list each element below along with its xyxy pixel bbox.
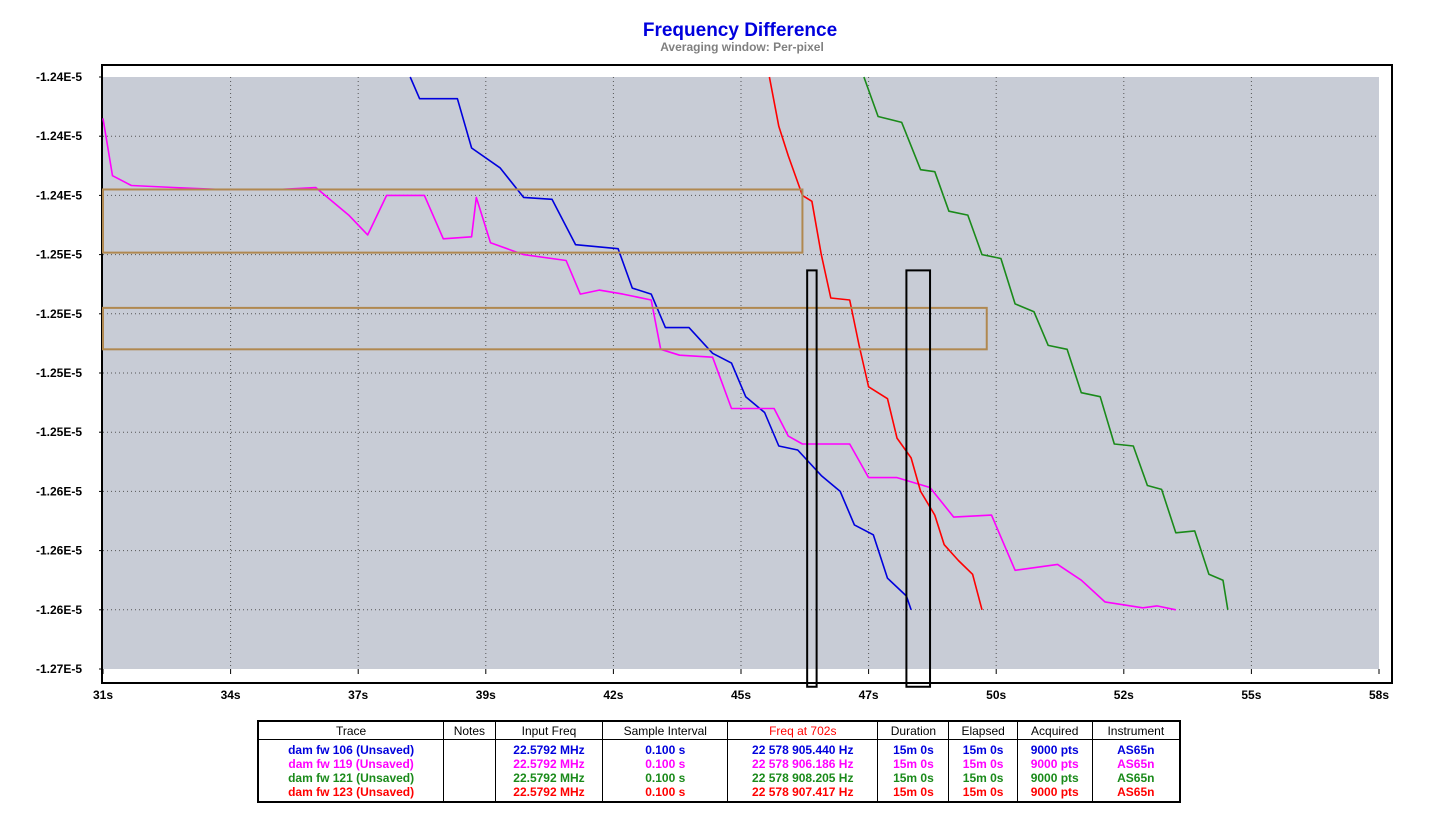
legend-cell: 22.5792 MHz <box>494 771 604 785</box>
legend-cell: AS65n <box>1091 757 1181 771</box>
trace-legend-table: Trace Notes Input Freq Sample Interval Freq … <box>257 720 1181 803</box>
legend-cell <box>443 739 496 757</box>
x-tick-label: 39s <box>476 688 496 702</box>
legend-cell: 22 578 906.186 Hz <box>727 757 879 771</box>
legend-cell: AS65n <box>1091 785 1181 802</box>
legend-row: dam fw 106 (Unsaved) 22.5792 MHz 0.100 s 22… <box>257 739 1181 757</box>
legend-cell: 15m 0s <box>877 757 950 771</box>
legend-cell <box>443 785 496 802</box>
frequency-difference-chart: Frequency Difference Averaging window: P… <box>36 20 1393 702</box>
legend-cell: 0.100 s <box>602 785 729 802</box>
legend-body: dam fw 106 (Unsaved) 22.5792 MHz 0.100 s 22… <box>257 739 1181 802</box>
y-tick-label: -1.27E-5 <box>36 662 82 676</box>
series-line-1 <box>409 76 912 611</box>
legend-cell: 22 578 905.440 Hz <box>727 739 879 757</box>
y-tick-label: -1.26E-5 <box>36 544 82 558</box>
legend-cell: 15m 0s <box>948 739 1018 757</box>
legend-cell: 15m 0s <box>948 785 1018 802</box>
y-tick-label: -1.24E-5 <box>36 70 82 84</box>
legend-cell: dam fw 121 (Unsaved) <box>257 771 445 785</box>
legend-header-row: Trace Notes Input Freq Sample Interval Freq … <box>257 720 1181 740</box>
legend-cell: 9000 pts <box>1016 771 1093 785</box>
y-axis: -1.24E-5 -1.24E-5 -1.24E-5 -1.25E-5 -1.25E-5… <box>36 70 103 676</box>
legend-cell: 15m 0s <box>948 757 1018 771</box>
x-tick-label: 50s <box>986 688 1006 702</box>
y-tick-label: -1.25E-5 <box>36 425 82 439</box>
legend-header-cell: Input Freq <box>494 720 604 740</box>
legend-cell: dam fw 123 (Unsaved) <box>257 785 445 802</box>
legend-cell: 15m 0s <box>948 771 1018 785</box>
legend-header-cell: Trace <box>257 720 445 740</box>
chart-title: Frequency Difference <box>643 20 837 41</box>
x-tick-label: 55s <box>1241 688 1261 702</box>
legend-cell <box>443 771 496 785</box>
legend-cell: 22 578 907.417 Hz <box>727 785 879 802</box>
annotation-box-3 <box>806 269 818 688</box>
legend-cell <box>443 757 496 771</box>
annotations <box>102 188 988 688</box>
x-tick-label: 37s <box>348 688 368 702</box>
legend-header-cell: Duration <box>877 720 950 740</box>
grid <box>103 77 1379 669</box>
y-tick-label: -1.25E-5 <box>36 366 82 380</box>
x-tick-label: 31s <box>93 688 113 702</box>
legend-header-cell: Acquired <box>1016 720 1093 740</box>
legend-cell: 22.5792 MHz <box>494 739 604 757</box>
legend-header-cell: Elapsed <box>948 720 1018 740</box>
legend-cell: 22 578 908.205 Hz <box>727 771 879 785</box>
legend-cell: 9000 pts <box>1016 757 1093 771</box>
legend-row: dam fw 119 (Unsaved) 22.5792 MHz 0.100 s 22… <box>257 757 1181 771</box>
annotation-box-2 <box>102 306 988 351</box>
x-tick-label: 58s <box>1369 688 1389 702</box>
x-axis: 31s 34s 37s 39s 42s 45s 47s 50s 52s 55s 58s <box>93 669 1389 702</box>
legend-cell: 22.5792 MHz <box>494 757 604 771</box>
legend-cell: 0.100 s <box>602 739 729 757</box>
legend-header-cell: Sample Interval <box>602 720 729 740</box>
y-tick-label: -1.26E-5 <box>36 603 82 617</box>
annotation-box-4 <box>905 269 932 688</box>
x-tick-label: 34s <box>221 688 241 702</box>
y-tick-label: -1.26E-5 <box>36 484 82 498</box>
legend-row: dam fw 121 (Unsaved) 22.5792 MHz 0.100 s 22… <box>257 771 1181 785</box>
x-tick-label: 52s <box>1114 688 1134 702</box>
legend-cell: 22.5792 MHz <box>494 785 604 802</box>
x-tick-label: 42s <box>603 688 623 702</box>
y-tick-label: -1.25E-5 <box>36 307 82 321</box>
legend-cell: 0.100 s <box>602 771 729 785</box>
legend-cell: dam fw 119 (Unsaved) <box>257 757 445 771</box>
legend-cell: dam fw 106 (Unsaved) <box>257 739 445 757</box>
legend-cell: 9000 pts <box>1016 785 1093 802</box>
legend-header-cell: Notes <box>443 720 496 740</box>
y-tick-label: -1.24E-5 <box>36 129 82 143</box>
legend-cell: 15m 0s <box>877 771 950 785</box>
annotation-box-1 <box>102 188 804 254</box>
series-line-3 <box>863 76 1229 610</box>
legend-cell: AS65n <box>1091 771 1181 785</box>
y-tick-label: -1.24E-5 <box>36 188 82 202</box>
legend-cell: 15m 0s <box>877 785 950 802</box>
legend-header-cell: Freq at 702s <box>727 720 879 740</box>
series-line-2 <box>102 118 1176 611</box>
y-tick-label: -1.25E-5 <box>36 248 82 262</box>
x-tick-label: 45s <box>731 688 751 702</box>
legend-row: dam fw 123 (Unsaved) 22.5792 MHz 0.100 s 22… <box>257 785 1181 802</box>
legend-header-cell: Instrument <box>1091 720 1181 740</box>
legend-cell: 9000 pts <box>1016 739 1093 757</box>
chart-subtitle: Averaging window: Per-pixel <box>660 40 824 54</box>
legend-cell: 15m 0s <box>877 739 950 757</box>
x-tick-label: 47s <box>859 688 879 702</box>
legend-cell: AS65n <box>1091 739 1181 757</box>
legend-cell: 0.100 s <box>602 757 729 771</box>
